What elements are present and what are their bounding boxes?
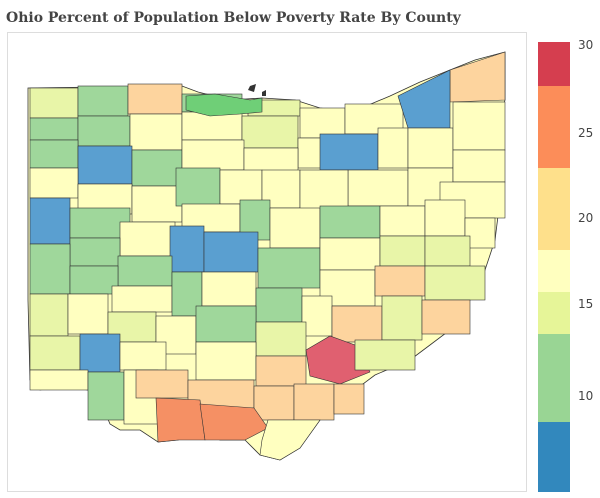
county-van-wert[interactable] [29, 167, 79, 199]
county-delaware[interactable] [203, 231, 259, 273]
county-mercer[interactable] [29, 197, 71, 245]
county-champaign[interactable] [117, 255, 173, 287]
legend-segment-25 [538, 86, 570, 168]
county-putnam[interactable] [77, 145, 133, 185]
county-stark[interactable] [347, 169, 409, 207]
county-henry[interactable] [77, 115, 131, 147]
county-holmes[interactable] [319, 205, 381, 239]
county-shelby[interactable] [69, 237, 121, 267]
county-darke[interactable] [29, 243, 71, 295]
county-knox[interactable] [269, 207, 321, 249]
county-lake-geauga[interactable] [397, 69, 451, 129]
county-gallia[interactable] [293, 383, 335, 421]
county-warren[interactable] [79, 333, 121, 373]
county-hocking[interactable] [255, 321, 307, 357]
legend-tick-15: 15 [578, 297, 594, 311]
county-hardin[interactable] [131, 185, 183, 223]
county-lawrence-north[interactable] [333, 383, 365, 415]
legend-segment-10 [538, 334, 570, 422]
county-guernsey[interactable] [379, 235, 426, 267]
county-pickaway[interactable] [195, 305, 257, 343]
county-licking[interactable] [257, 247, 321, 289]
county-williams[interactable] [29, 87, 79, 119]
county-trumbull[interactable] [407, 127, 454, 169]
legend-segment-15 [538, 292, 570, 334]
county-monroe[interactable] [424, 265, 486, 301]
county-wyandot[interactable] [175, 167, 221, 207]
county-jackson[interactable] [253, 385, 295, 421]
island-detail [248, 84, 256, 92]
county-butler[interactable] [29, 335, 81, 371]
island-detail-2 [262, 90, 266, 96]
county-morgan[interactable] [331, 305, 383, 343]
county-vinton[interactable] [255, 355, 307, 387]
county-monroe-south[interactable] [421, 299, 471, 335]
legend-tick-25: 25 [578, 126, 594, 140]
county-hamilton[interactable] [29, 369, 89, 391]
lake-erie-islands [185, 93, 263, 117]
county-montgomery[interactable] [67, 293, 109, 335]
county-lawrence[interactable] [259, 419, 321, 461]
county-clermont[interactable] [87, 371, 125, 421]
color-legend [538, 42, 570, 492]
county-washington[interactable] [381, 295, 423, 341]
county-defiance[interactable] [29, 117, 79, 141]
legend-segment-17 [538, 250, 570, 292]
map-frame [7, 32, 527, 492]
county-coshocton[interactable] [319, 237, 381, 271]
county-portage[interactable] [377, 127, 409, 169]
county-clark[interactable] [111, 285, 173, 313]
county-trumbull-east[interactable] [452, 101, 506, 151]
county-preble[interactable] [29, 293, 69, 337]
legend-segment-20 [538, 168, 570, 250]
legend-segment-5 [538, 422, 570, 492]
legend-segment-30 [538, 42, 570, 86]
county-seneca[interactable] [181, 139, 245, 171]
county-ross[interactable] [195, 341, 257, 381]
county-franklin[interactable] [201, 271, 257, 307]
county-wood[interactable] [129, 113, 183, 151]
county-scioto[interactable] [199, 403, 269, 441]
county-hancock[interactable] [131, 149, 183, 187]
county-lucas[interactable] [127, 83, 183, 115]
county-sandusky[interactable] [181, 111, 243, 141]
chart-title: Ohio Percent of Population Below Poverty… [6, 10, 461, 26]
county-tuscarawas[interactable] [379, 205, 426, 237]
county-miami[interactable] [69, 265, 119, 295]
county-jefferson[interactable] [424, 199, 466, 237]
county-highland[interactable] [135, 369, 189, 399]
county-adams[interactable] [155, 397, 206, 443]
county-perry[interactable] [301, 295, 333, 337]
county-paulding[interactable] [29, 139, 79, 169]
county-noble[interactable] [374, 265, 426, 297]
county-lorain[interactable] [299, 107, 346, 139]
legend-tick-30: 30 [578, 38, 594, 52]
county-wayne[interactable] [299, 169, 349, 211]
county-meigs[interactable] [354, 339, 416, 371]
county-fulton[interactable] [77, 85, 129, 117]
county-belmont[interactable] [424, 235, 471, 267]
county-logan[interactable] [119, 221, 176, 257]
county-athens[interactable] [305, 335, 371, 385]
legend-tick-10: 10 [578, 389, 594, 403]
county-fairfield[interactable] [255, 287, 303, 323]
county-columbiana[interactable] [452, 149, 506, 183]
county-union[interactable] [169, 225, 205, 273]
county-summit[interactable] [319, 133, 379, 171]
county-clinton[interactable] [119, 341, 167, 371]
county-huron[interactable] [241, 115, 299, 149]
legend-tick-20: 20 [578, 211, 594, 225]
county-crawford[interactable] [219, 169, 263, 205]
